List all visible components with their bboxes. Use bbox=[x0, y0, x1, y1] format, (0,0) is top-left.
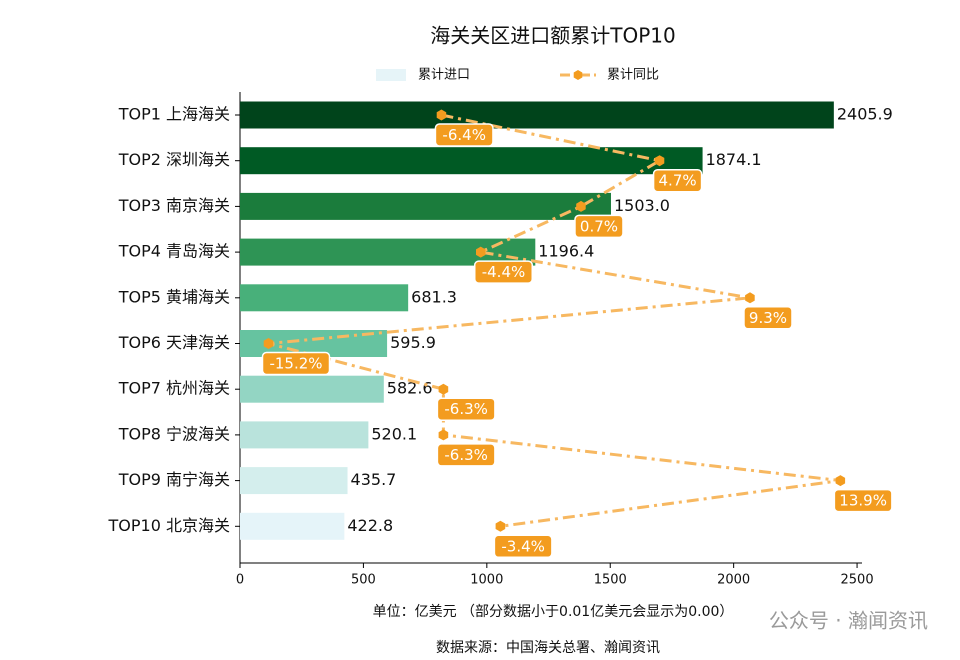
line-marker bbox=[263, 338, 274, 349]
bar bbox=[240, 101, 834, 129]
bar-value-label: 435.7 bbox=[351, 470, 397, 489]
line-value-label: 13.9% bbox=[839, 492, 887, 510]
y-tick-label: TOP8 宁波海关 bbox=[118, 424, 230, 443]
bar-value-label: 1874.1 bbox=[706, 150, 762, 169]
bar-value-label: 1503.0 bbox=[614, 196, 670, 215]
x-tick-label: 0 bbox=[236, 573, 244, 588]
line-value-label: -6.3% bbox=[444, 446, 488, 464]
x-axis-label: 单位：亿美元 （部分数据小于0.01亿美元会显示为0.00） bbox=[373, 604, 734, 620]
line-marker bbox=[476, 246, 486, 258]
label-box bbox=[436, 443, 496, 467]
chart-title: 海关关区进口额累计TOP10 bbox=[430, 24, 675, 48]
line-value-label: -3.4% bbox=[501, 537, 545, 555]
bar bbox=[240, 421, 369, 449]
y-tick-label: TOP6 天津海关 bbox=[118, 333, 230, 352]
line-marker bbox=[745, 292, 755, 304]
label-box bbox=[574, 214, 624, 239]
line-value-label: 9.3% bbox=[749, 309, 787, 327]
source-note: 数据来源：中国海关总署、瀚闻资讯 bbox=[436, 640, 660, 656]
label-box bbox=[652, 168, 703, 193]
label-box bbox=[743, 306, 793, 330]
line-marker bbox=[654, 155, 665, 167]
bar-value-label: 520.1 bbox=[371, 424, 417, 443]
line-marker bbox=[438, 429, 449, 441]
bar-value-label: 582.6 bbox=[387, 379, 433, 398]
bar-value-label: 1196.4 bbox=[538, 242, 594, 261]
line-marker bbox=[576, 200, 586, 212]
label-box bbox=[473, 260, 533, 284]
y-tick-label: TOP2 深圳海关 bbox=[118, 150, 230, 169]
bar bbox=[240, 467, 348, 495]
y-tick-label: TOP1 上海海关 bbox=[118, 105, 230, 124]
line-marker bbox=[835, 475, 846, 487]
legend-label: 累计同比 bbox=[607, 68, 659, 83]
y-tick-label: TOP7 杭州海关 bbox=[118, 379, 230, 398]
y-tick-label: TOP3 南京海关 bbox=[118, 196, 230, 215]
line-value-label: 0.7% bbox=[580, 217, 618, 235]
line-value-label: -6.4% bbox=[442, 126, 486, 144]
label-box bbox=[493, 534, 553, 559]
x-tick-label: 1000 bbox=[470, 573, 503, 588]
watermark: 公众号 · 瀚闻资讯 bbox=[769, 609, 928, 633]
line-value-label: -4.4% bbox=[482, 263, 526, 281]
legend-marker bbox=[573, 70, 583, 80]
line-value-label: -15.2% bbox=[269, 355, 322, 373]
line-marker bbox=[436, 109, 447, 121]
bar bbox=[240, 512, 345, 540]
bar-value-label: 595.9 bbox=[390, 333, 436, 352]
bar bbox=[240, 147, 703, 175]
y-tick-label: TOP9 南宁海关 bbox=[118, 470, 230, 489]
line-marker bbox=[495, 520, 506, 532]
line-value-label: -6.3% bbox=[444, 400, 488, 418]
label-box bbox=[833, 488, 893, 513]
label-box bbox=[436, 397, 496, 421]
label-box bbox=[261, 351, 331, 376]
y-tick-label: TOP4 青岛海关 bbox=[118, 242, 230, 261]
x-tick-label: 2500 bbox=[841, 573, 874, 588]
line-value-label: 4.7% bbox=[659, 172, 697, 190]
bar bbox=[240, 284, 409, 312]
line-marker bbox=[438, 383, 449, 395]
x-tick-label: 500 bbox=[351, 573, 376, 588]
legend-swatch bbox=[376, 69, 406, 81]
y-tick-label: TOP5 黄埔海关 bbox=[118, 287, 230, 306]
bar-value-label: 422.8 bbox=[347, 516, 393, 535]
label-box bbox=[434, 123, 494, 147]
bar bbox=[240, 192, 611, 220]
bar-value-label: 681.3 bbox=[411, 287, 457, 306]
x-tick-label: 2000 bbox=[717, 573, 750, 588]
x-tick-label: 1500 bbox=[594, 573, 627, 588]
bar-value-label: 2405.9 bbox=[837, 105, 893, 124]
y-tick-label: TOP10 北京海关 bbox=[108, 516, 230, 535]
legend-label: 累计进口 bbox=[418, 68, 470, 83]
line bbox=[268, 113, 841, 528]
bar bbox=[240, 375, 384, 403]
